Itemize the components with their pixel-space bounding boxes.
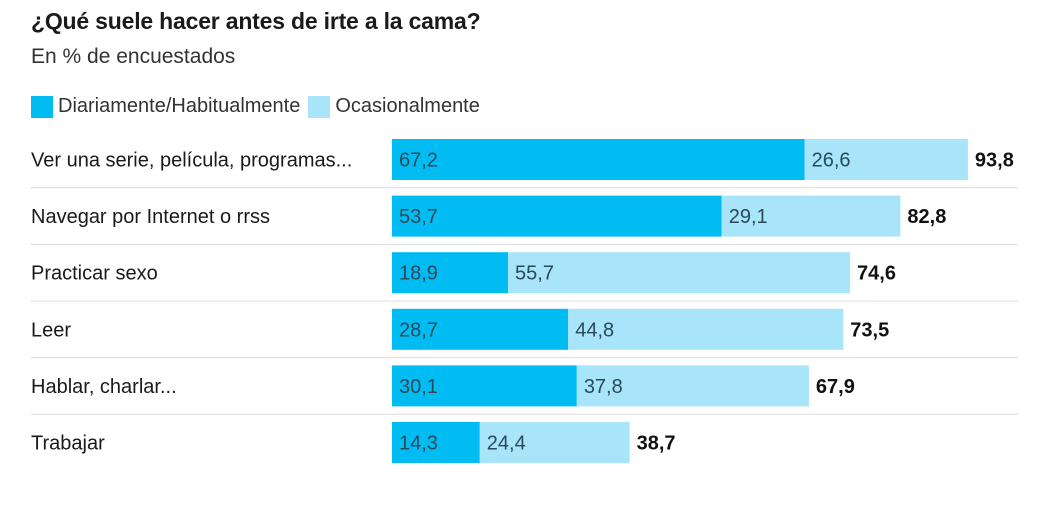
data-label-daily: 30,1 bbox=[399, 376, 438, 398]
category-label: Ver una serie, película, programas... bbox=[31, 150, 352, 172]
category-label: Practicar sexo bbox=[31, 263, 158, 285]
total-label: 93,8 bbox=[975, 150, 1014, 172]
total-label: 74,6 bbox=[857, 263, 896, 285]
legend: Diariamente/Habitualmente Ocasionalmente bbox=[31, 95, 488, 118]
bar-segment-daily bbox=[392, 422, 480, 463]
category-label: Leer bbox=[31, 319, 71, 341]
category-label: Navegar por Internet o rrss bbox=[31, 206, 270, 228]
category-label: Trabajar bbox=[31, 433, 105, 455]
legend-item-occasional: Ocasionalmente bbox=[308, 95, 480, 118]
category-label: Hablar, charlar... bbox=[31, 376, 177, 398]
data-label-daily: 14,3 bbox=[399, 433, 438, 455]
total-label: 73,5 bbox=[850, 319, 889, 341]
data-label-daily: 67,2 bbox=[399, 150, 438, 172]
legend-swatch-occasional bbox=[308, 95, 331, 118]
bar-segment-daily bbox=[392, 365, 577, 407]
data-label-daily: 18,9 bbox=[399, 263, 438, 285]
bar-segment-occasional bbox=[804, 139, 968, 180]
legend-label-daily: Diariamente/Habitualmente bbox=[58, 95, 301, 117]
data-label-occasional: 24,4 bbox=[487, 433, 526, 455]
data-label-occasional: 37,8 bbox=[584, 376, 623, 398]
total-label: 67,9 bbox=[816, 376, 855, 398]
data-label-occasional: 44,8 bbox=[575, 319, 614, 341]
bar-segment-occasional bbox=[576, 365, 809, 407]
bar-segment-occasional bbox=[568, 308, 844, 350]
bar-segment-daily bbox=[392, 308, 569, 350]
data-label-daily: 28,7 bbox=[399, 319, 438, 341]
chart-title: ¿Qué suele hacer antes de irte a la cama… bbox=[31, 8, 481, 34]
legend-label-occasional: Ocasionalmente bbox=[335, 95, 480, 117]
data-label-occasional: 55,7 bbox=[515, 263, 554, 285]
data-label-occasional: 26,6 bbox=[812, 150, 851, 172]
bar-segment-occasional bbox=[721, 195, 901, 237]
total-label: 82,8 bbox=[907, 206, 946, 228]
legend-item-daily: Diariamente/Habitualmente bbox=[31, 95, 300, 118]
data-label-occasional: 29,1 bbox=[729, 206, 768, 228]
legend-swatch-daily bbox=[31, 95, 53, 118]
data-label-daily: 53,7 bbox=[399, 206, 438, 228]
bar-segment-occasional bbox=[479, 422, 630, 463]
bar-segment-daily bbox=[392, 195, 722, 237]
bar-segment-daily bbox=[392, 139, 805, 180]
bar-segment-occasional bbox=[508, 252, 851, 294]
chart-subtitle: En % de encuestados bbox=[31, 45, 236, 68]
bar-segment-daily bbox=[392, 252, 509, 294]
total-label: 38,7 bbox=[637, 433, 676, 455]
